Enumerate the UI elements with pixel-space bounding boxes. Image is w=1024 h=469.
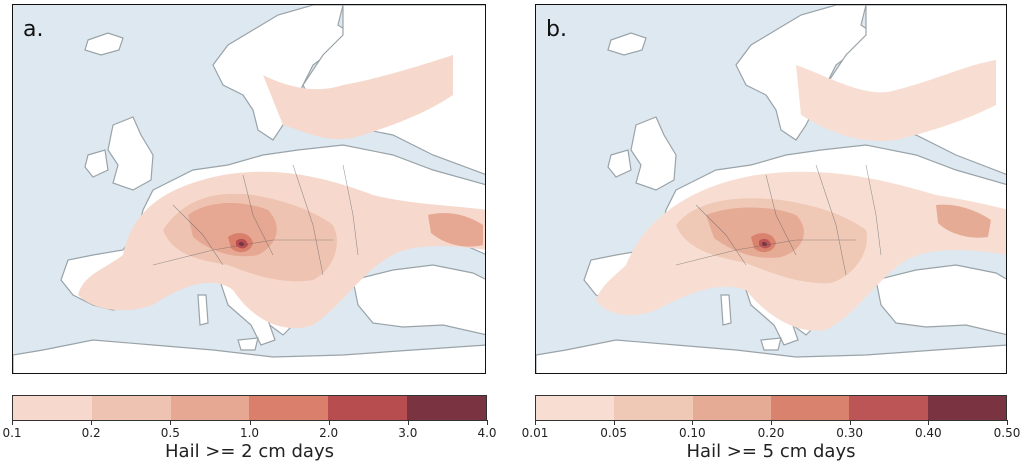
colorbar-tick-label: 0.05 xyxy=(600,426,628,440)
colorbar-tickmark xyxy=(407,420,409,425)
colorbar-ticks-b: 0.01 0.05 0.10 0.20 0.30 0.40 0.50 xyxy=(522,420,1020,442)
colorbar-swatch xyxy=(13,396,92,420)
colorbar-swatch xyxy=(770,396,850,420)
country-borders-a xyxy=(152,164,359,276)
colorbar-swatch xyxy=(91,396,171,420)
colorbar-tick-label: 0.01 xyxy=(521,426,549,440)
colorbar-tickmark xyxy=(1007,420,1008,425)
colorbar-tick-label: 0.2 xyxy=(81,426,101,440)
colorbar-ticks-a: 0.1 0.2 0.5 1.0 2.0 3.0 4.0 xyxy=(2,420,497,442)
hail-contours-a xyxy=(78,55,485,329)
colorbar-tick-label: 0.30 xyxy=(836,426,864,440)
colorbar-swatch xyxy=(328,396,408,420)
colorbar-tick-label: 0.1 xyxy=(2,426,22,440)
colorbar-b xyxy=(535,395,1007,421)
colorbar-tickmark xyxy=(692,420,694,425)
colorbar-tick-label: 0.10 xyxy=(678,426,706,440)
colorbar-tick-label: 0.50 xyxy=(993,426,1021,440)
colorbar-tick-label: 0.20 xyxy=(757,426,785,440)
colorbar-swatch xyxy=(536,396,615,420)
colorbar-swatch xyxy=(849,396,928,420)
colorbar-swatch xyxy=(927,396,1006,420)
colorbar-swatch xyxy=(614,396,693,420)
colorbar-swatch xyxy=(407,396,486,420)
colorbar-tickmark xyxy=(487,420,488,425)
colorbar-swatch xyxy=(170,396,250,420)
map-panel-b: b. xyxy=(535,4,1007,374)
panel-letter-b: b. xyxy=(546,17,567,42)
colorbar-label-a: Hail >= 2 cm days xyxy=(165,441,334,462)
colorbar-a xyxy=(12,395,487,421)
colorbar-tickmark xyxy=(535,420,536,425)
colorbar-tick-label: 0.5 xyxy=(160,426,180,440)
colorbar-tick-label: 2.0 xyxy=(319,426,339,440)
colorbar-tickmark xyxy=(928,420,930,425)
europe-map-a xyxy=(13,5,485,373)
colorbar-tick-label: 1.0 xyxy=(239,426,260,440)
colorbar-tickmark xyxy=(771,420,772,425)
colorbar-tickmark xyxy=(328,420,330,425)
panel-letter-a: a. xyxy=(23,17,44,42)
country-borders-b xyxy=(675,164,882,276)
map-panel-a: a. xyxy=(12,4,486,374)
colorbar-swatch xyxy=(692,396,771,420)
hail-contours-b xyxy=(596,60,1006,331)
colorbar-tick-label: 3.0 xyxy=(398,426,418,440)
colorbar-tickmark xyxy=(249,420,251,425)
colorbar-tickmark xyxy=(170,420,172,425)
colorbar-swatch xyxy=(249,396,329,420)
colorbar-tickmark xyxy=(91,420,93,425)
colorbar-tickmark xyxy=(12,420,13,425)
europe-map-b xyxy=(536,5,1006,373)
colorbar-tickmark xyxy=(849,420,851,425)
colorbar-label-b: Hail >= 5 cm days xyxy=(686,441,856,462)
colorbar-tickmark xyxy=(613,420,615,425)
colorbar-tick-label: 4.0 xyxy=(477,426,497,440)
colorbar-tick-label: 0.40 xyxy=(914,426,942,440)
